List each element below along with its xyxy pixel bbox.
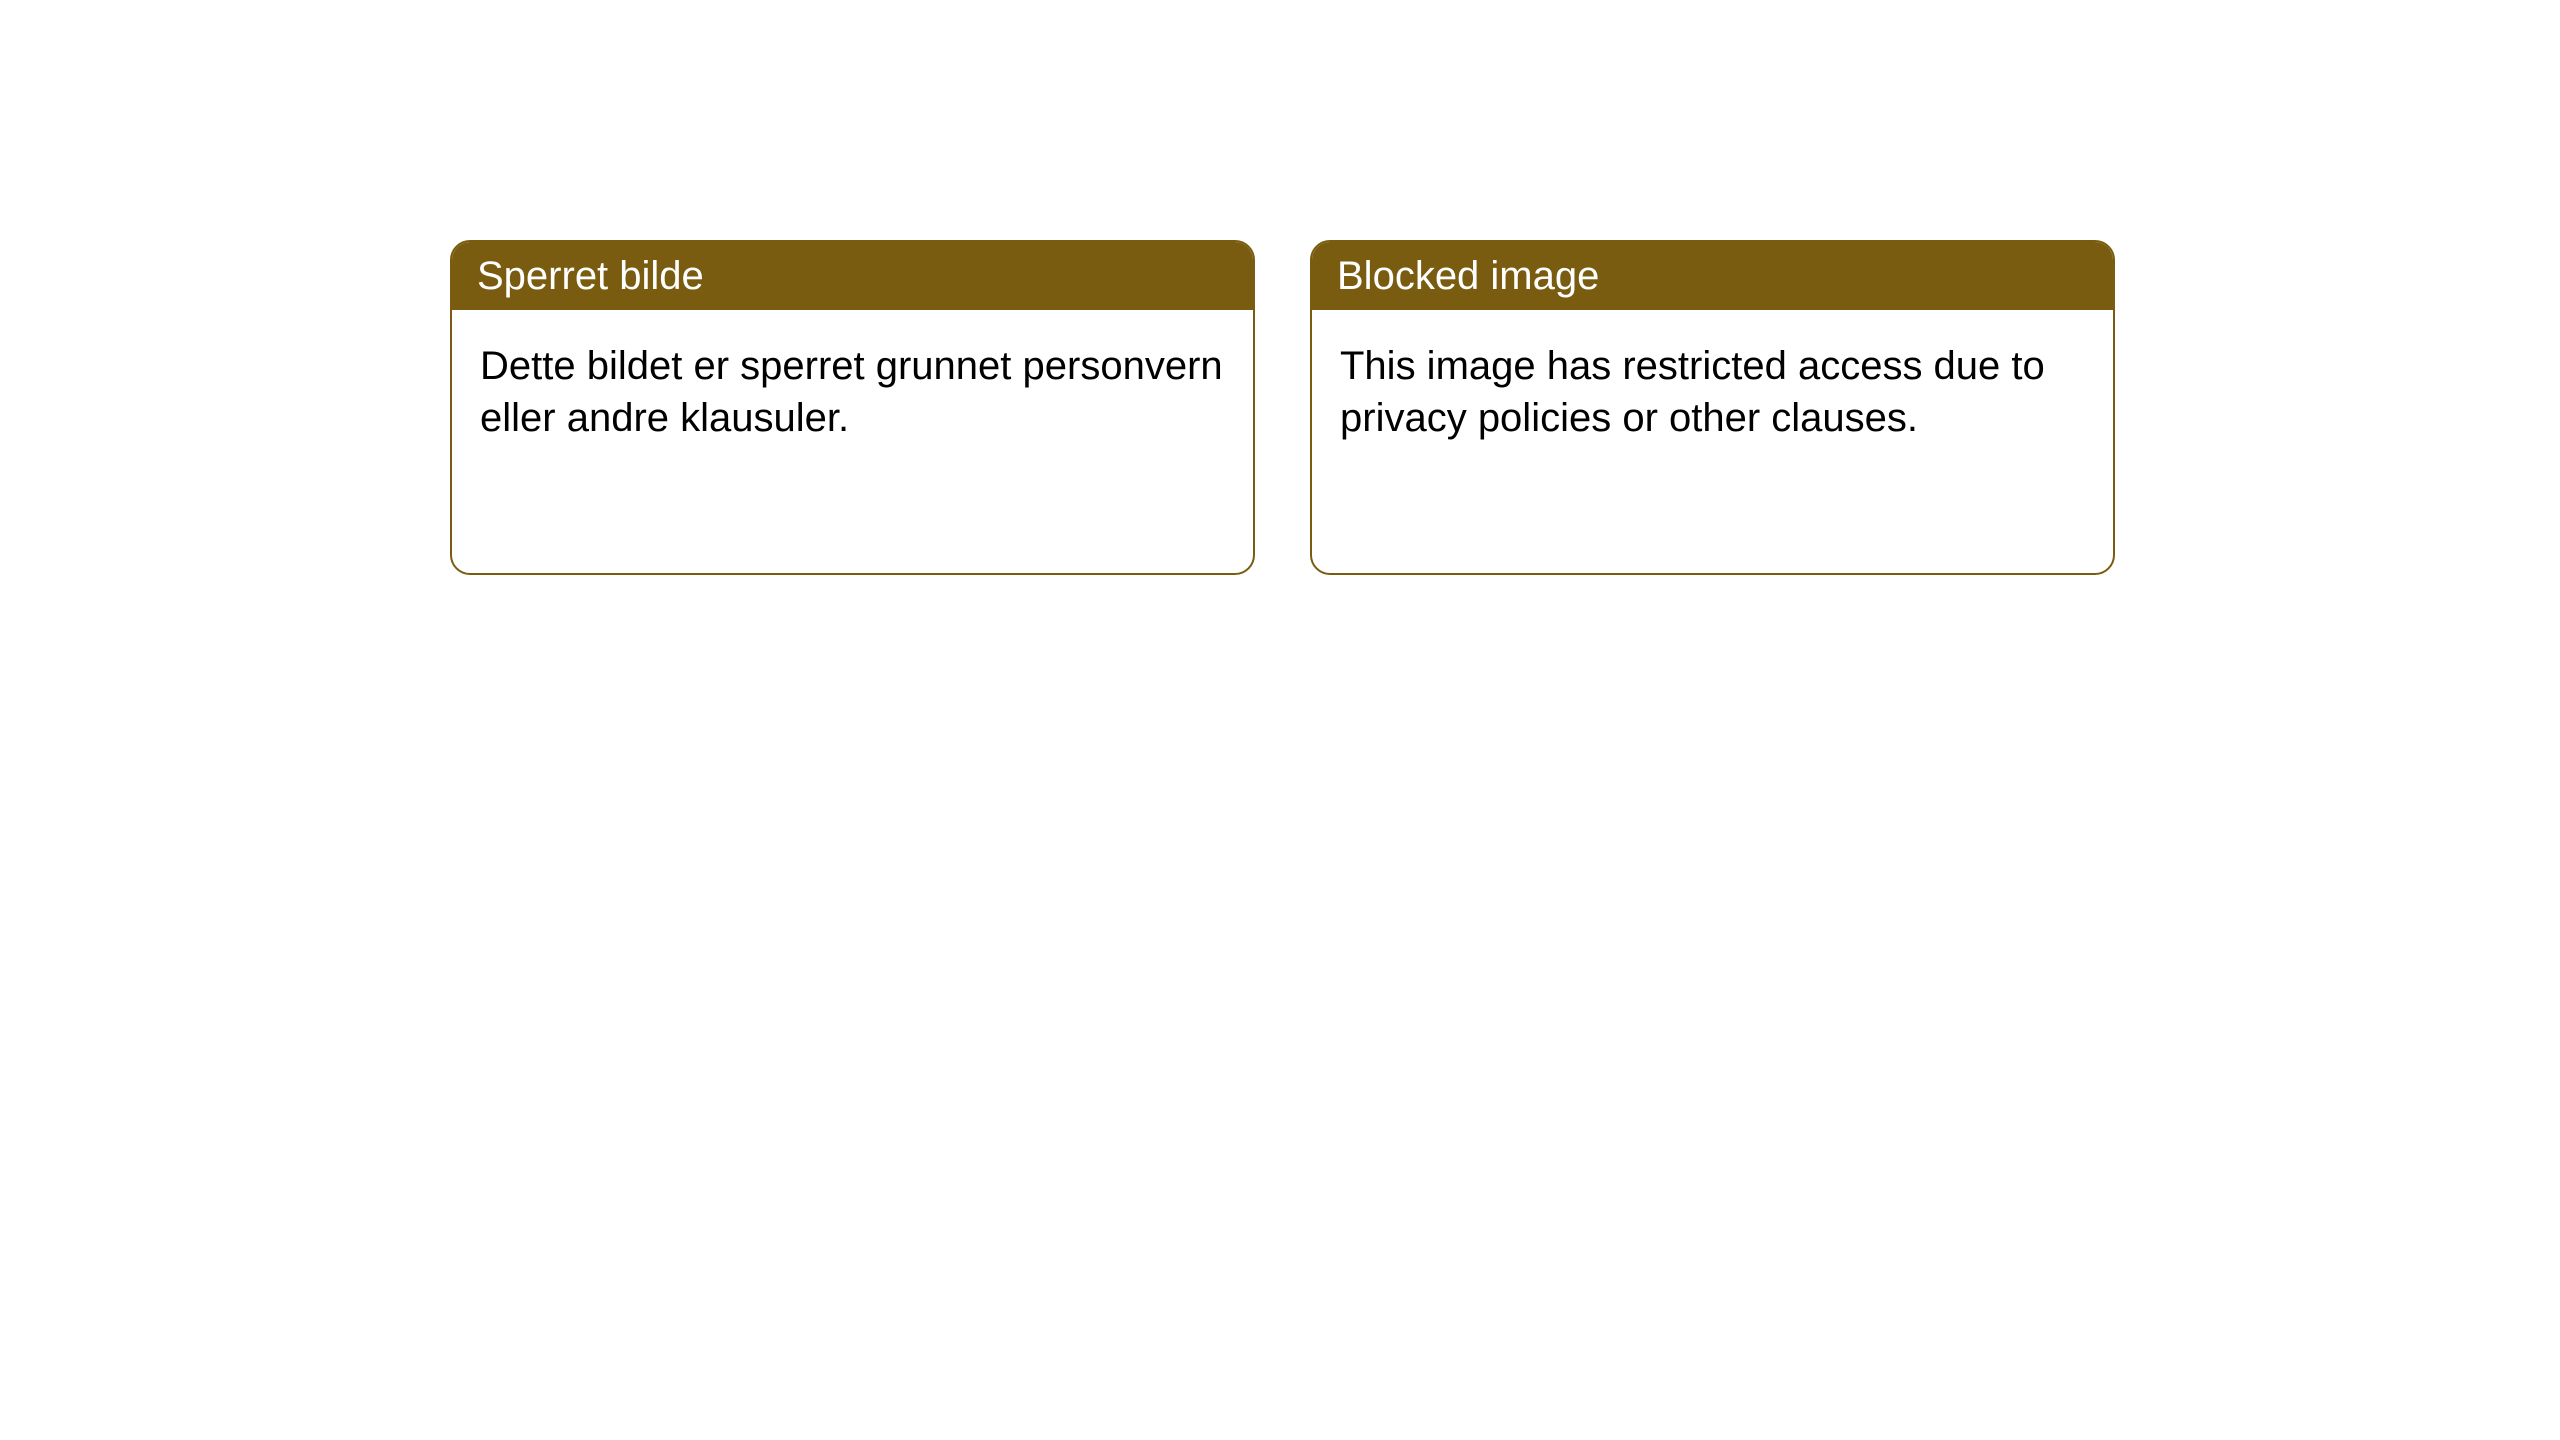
notice-container: Sperret bilde Dette bildet er sperret gr… bbox=[0, 0, 2560, 575]
card-body-text: Dette bildet er sperret grunnet personve… bbox=[452, 310, 1253, 474]
card-body-text: This image has restricted access due to … bbox=[1312, 310, 2113, 474]
card-title: Blocked image bbox=[1312, 242, 2113, 310]
notice-card-english: Blocked image This image has restricted … bbox=[1310, 240, 2115, 575]
notice-card-norwegian: Sperret bilde Dette bildet er sperret gr… bbox=[450, 240, 1255, 575]
card-title: Sperret bilde bbox=[452, 242, 1253, 310]
